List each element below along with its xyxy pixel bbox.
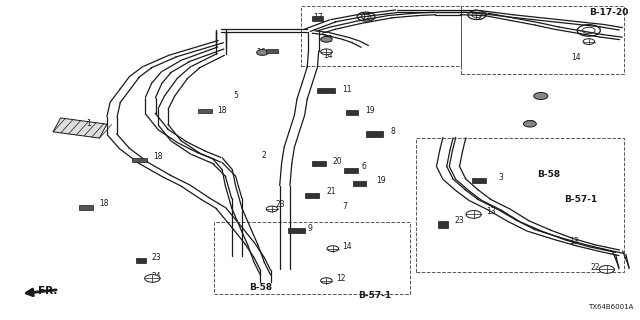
Circle shape bbox=[266, 206, 278, 212]
Text: 11: 11 bbox=[342, 85, 352, 94]
Text: 13: 13 bbox=[570, 237, 579, 246]
Bar bbox=[136, 258, 146, 263]
Bar bbox=[312, 16, 323, 21]
Text: 8: 8 bbox=[390, 127, 395, 136]
Text: 18: 18 bbox=[99, 199, 109, 208]
Bar bbox=[79, 205, 93, 210]
Text: B-57-1: B-57-1 bbox=[564, 196, 598, 204]
Text: 9: 9 bbox=[307, 224, 312, 233]
Bar bbox=[305, 193, 319, 198]
Text: 18: 18 bbox=[218, 106, 227, 115]
Circle shape bbox=[321, 36, 332, 42]
Bar bbox=[214, 222, 410, 294]
Text: 21: 21 bbox=[326, 188, 336, 196]
Bar bbox=[353, 181, 366, 186]
Text: 12: 12 bbox=[474, 13, 483, 22]
Text: 23: 23 bbox=[275, 200, 285, 209]
Text: 24: 24 bbox=[152, 272, 161, 281]
Bar bbox=[344, 168, 358, 173]
Text: B-17-20: B-17-20 bbox=[589, 8, 628, 17]
Text: 19: 19 bbox=[376, 176, 386, 185]
Bar bbox=[198, 109, 212, 113]
Text: 12: 12 bbox=[336, 274, 346, 283]
Circle shape bbox=[534, 92, 548, 100]
Bar bbox=[472, 178, 486, 183]
Text: TX64B6001A: TX64B6001A bbox=[589, 304, 634, 310]
Bar bbox=[266, 49, 278, 53]
Text: 3: 3 bbox=[498, 173, 503, 182]
Text: 14: 14 bbox=[323, 52, 333, 60]
Bar bbox=[301, 6, 461, 66]
Bar bbox=[312, 161, 326, 166]
Text: 2: 2 bbox=[261, 151, 266, 160]
Bar bbox=[288, 228, 305, 233]
Bar bbox=[317, 88, 335, 93]
Circle shape bbox=[321, 278, 332, 284]
Circle shape bbox=[583, 39, 595, 44]
Text: 1: 1 bbox=[86, 119, 91, 128]
Text: 15: 15 bbox=[525, 120, 534, 129]
Circle shape bbox=[524, 121, 536, 127]
Text: B-58: B-58 bbox=[250, 284, 273, 292]
Bar bbox=[132, 158, 147, 162]
Text: 20: 20 bbox=[333, 157, 342, 166]
Circle shape bbox=[257, 50, 268, 55]
Bar bbox=[346, 110, 358, 115]
Text: 6: 6 bbox=[362, 162, 367, 171]
Text: 14: 14 bbox=[571, 53, 580, 62]
Circle shape bbox=[145, 275, 160, 282]
Bar bbox=[53, 118, 107, 138]
Text: 13: 13 bbox=[486, 207, 496, 216]
Text: 5: 5 bbox=[234, 92, 239, 100]
Text: 17: 17 bbox=[314, 13, 323, 22]
Text: 14: 14 bbox=[342, 242, 352, 251]
Text: 7: 7 bbox=[342, 202, 348, 211]
Text: 23: 23 bbox=[454, 216, 464, 225]
Text: B-58: B-58 bbox=[538, 170, 561, 179]
Text: B-57-1: B-57-1 bbox=[358, 292, 392, 300]
Text: 12: 12 bbox=[362, 13, 371, 22]
Text: 16: 16 bbox=[256, 48, 266, 57]
Circle shape bbox=[599, 266, 614, 273]
Bar bbox=[438, 221, 448, 228]
Bar bbox=[461, 6, 624, 74]
Text: 10: 10 bbox=[323, 36, 333, 44]
Circle shape bbox=[321, 49, 332, 55]
Text: 4: 4 bbox=[536, 93, 541, 102]
Text: 23: 23 bbox=[152, 253, 161, 262]
Bar bbox=[416, 138, 624, 272]
Circle shape bbox=[327, 246, 339, 252]
Circle shape bbox=[466, 211, 481, 218]
Bar bbox=[366, 131, 383, 137]
Text: FR.: FR. bbox=[38, 286, 58, 296]
Text: 19: 19 bbox=[365, 106, 374, 115]
Text: 22: 22 bbox=[590, 263, 600, 272]
Text: 18: 18 bbox=[154, 152, 163, 161]
